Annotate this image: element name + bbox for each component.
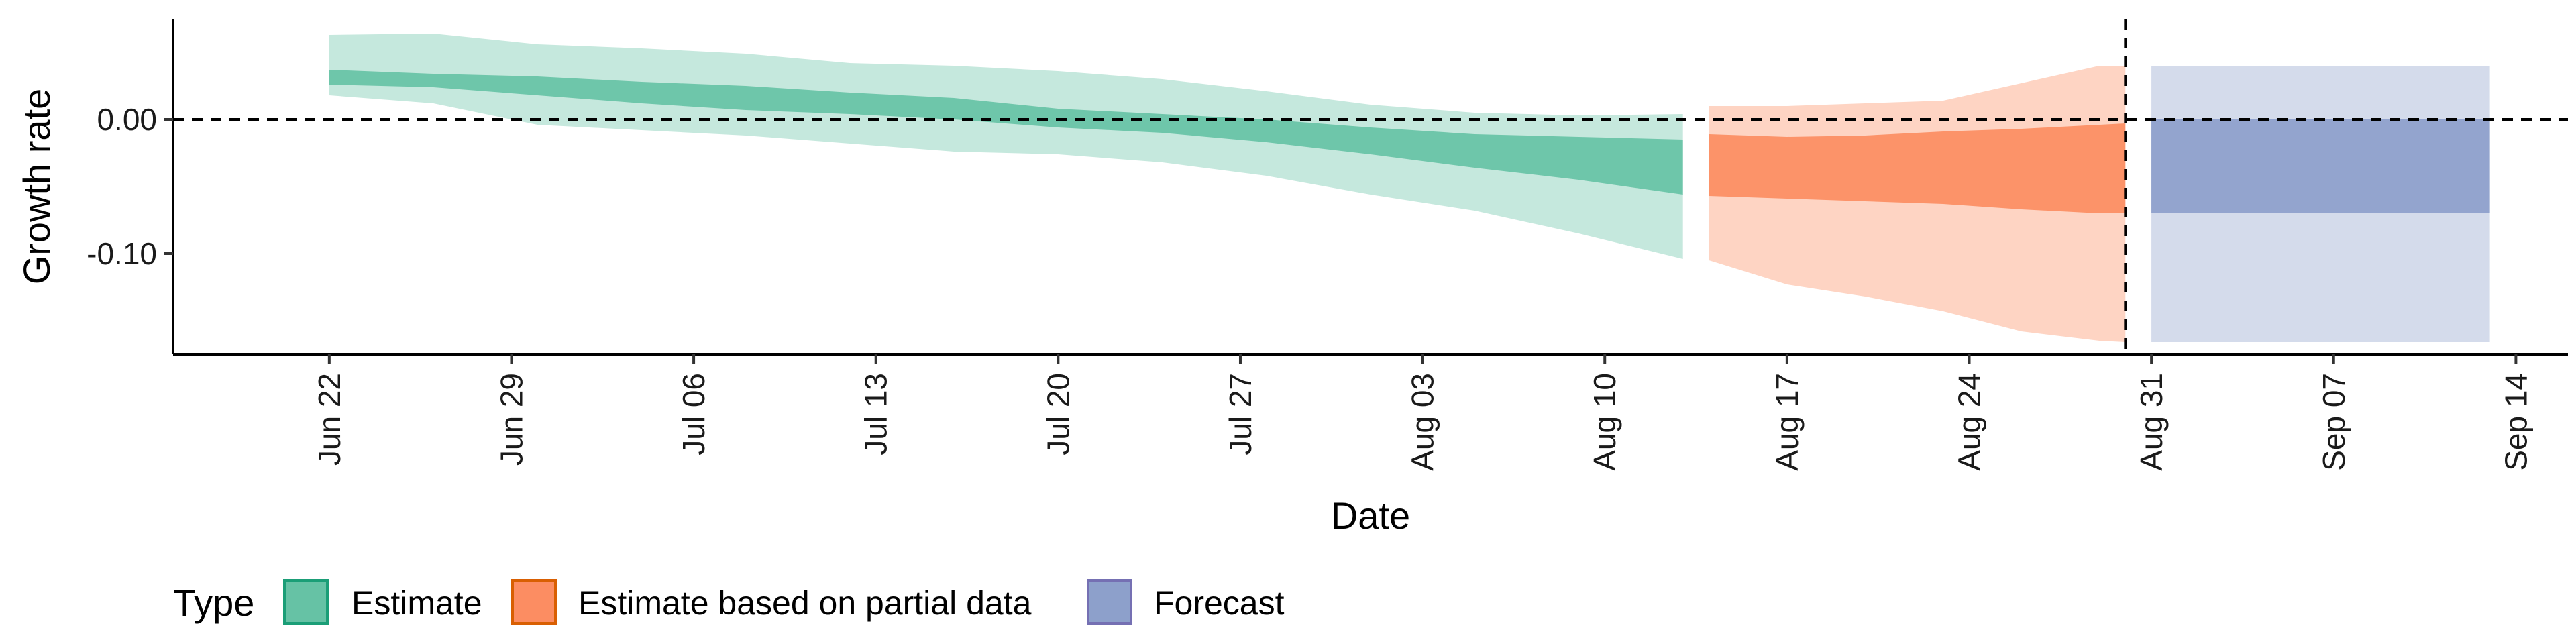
legend-key-estimate <box>283 579 329 625</box>
x-tick-label: Jul 20 <box>1040 373 1075 455</box>
x-tick-label: Aug 24 <box>1952 373 1987 471</box>
y-axis-title: Growth rate <box>15 89 58 285</box>
x-tick-label: Aug 10 <box>1587 373 1622 471</box>
x-tick-label: Aug 03 <box>1405 373 1440 471</box>
x-tick-label: Jul 13 <box>859 373 894 455</box>
y-tick-label: -0.10 <box>87 236 157 271</box>
legend-label-estimate-based-on-partial-data: Estimate based on partial data <box>578 584 1032 622</box>
estimate-based-on-partial-data-inner-band <box>1709 123 2126 213</box>
x-tick-label: Aug 31 <box>2134 373 2169 471</box>
legend-key-forecast <box>1087 579 1132 625</box>
y-tick-label: 0.00 <box>97 102 157 137</box>
x-tick-label: Sep 07 <box>2316 373 2351 471</box>
forecast-inner-band <box>2151 119 2490 213</box>
x-tick-label: Jun 29 <box>494 373 529 466</box>
legend-key-estimate-based-on-partial-data <box>511 579 557 625</box>
x-tick-label: Sep 14 <box>2498 373 2533 471</box>
legend-label-forecast: Forecast <box>1154 584 1285 622</box>
x-tick-label: Aug 17 <box>1770 373 1805 471</box>
legend-title: Type <box>173 582 254 624</box>
x-tick-label: Jul 27 <box>1223 373 1258 455</box>
estimate-inner-band <box>329 70 1683 195</box>
x-axis-title: Date <box>1331 494 1410 537</box>
legend-label-estimate: Estimate <box>352 584 482 622</box>
x-tick-label: Jun 22 <box>312 373 347 466</box>
x-tick-label: Jul 06 <box>676 373 711 455</box>
